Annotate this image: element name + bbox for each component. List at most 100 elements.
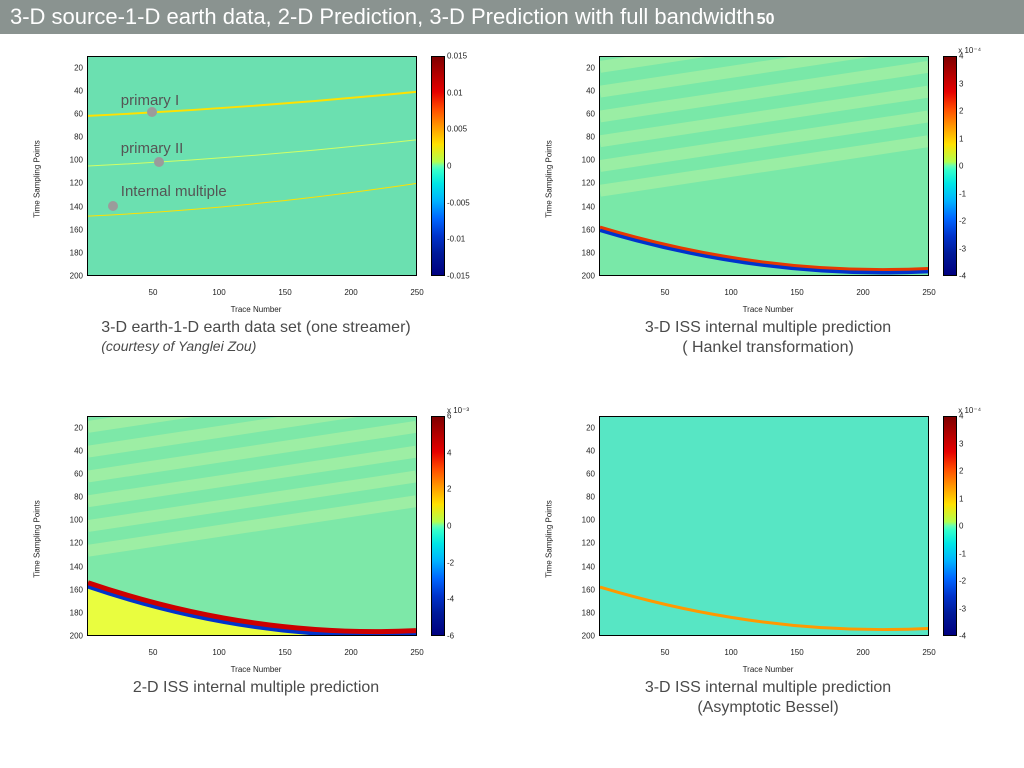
x-axis-label: Trace Number	[231, 305, 282, 314]
y-tick: 160	[70, 225, 83, 234]
panel-p1: Time Sampling PointsTrace Number20406080…	[20, 44, 492, 394]
plot-wrap: Time Sampling PointsTrace Number20406080…	[41, 44, 471, 314]
annotation-dot	[154, 157, 164, 167]
x-tick: 50	[149, 288, 158, 297]
y-tick: 80	[586, 493, 595, 502]
colorbar-tick: 2	[959, 467, 963, 476]
y-tick: 60	[74, 109, 83, 118]
y-tick: 40	[586, 86, 595, 95]
y-tick: 60	[586, 469, 595, 478]
y-tick: 100	[70, 156, 83, 165]
panel-caption: 3-D ISS internal multiple prediction( Ha…	[645, 318, 891, 358]
y-axis-label: Time Sampling Points	[33, 500, 42, 578]
y-tick: 140	[582, 202, 595, 211]
slide-title: 3-D source-1-D earth data, 2-D Predictio…	[10, 4, 755, 30]
annotation-dot	[108, 201, 118, 211]
caption-line1: 3-D ISS internal multiple prediction	[645, 318, 891, 338]
colorbar-tick: -0.01	[447, 235, 465, 244]
colorbar-tick: 3	[959, 439, 963, 448]
y-axis-label: Time Sampling Points	[545, 140, 554, 218]
y-tick: 180	[70, 608, 83, 617]
title-bar: 3-D source-1-D earth data, 2-D Predictio…	[0, 0, 1024, 34]
y-tick: 40	[586, 446, 595, 455]
colorbar-tick: 0	[959, 522, 963, 531]
y-tick: 20	[586, 423, 595, 432]
y-tick: 80	[586, 133, 595, 142]
x-axis-label: Trace Number	[743, 305, 794, 314]
colorbar-ticks: 43210-1-2-3-4	[959, 416, 983, 636]
x-ticks: 50100150200250	[599, 648, 929, 660]
colorbar-tick: 0.005	[447, 125, 467, 134]
panel-p4: Time Sampling PointsTrace Number20406080…	[532, 404, 1004, 754]
x-tick: 100	[724, 648, 737, 657]
y-tick: 140	[70, 562, 83, 571]
x-tick: 150	[790, 288, 803, 297]
colorbar-tick: 1	[959, 134, 963, 143]
x-tick: 250	[922, 648, 935, 657]
y-tick: 180	[582, 248, 595, 257]
x-tick: 200	[344, 648, 357, 657]
plot-wrap: Time Sampling PointsTrace Number20406080…	[553, 44, 983, 314]
plot-svg	[600, 417, 928, 635]
x-tick: 150	[278, 648, 291, 657]
y-tick: 120	[70, 179, 83, 188]
colorbar-tick: -1	[959, 189, 966, 198]
panel-p2: Time Sampling PointsTrace Number20406080…	[532, 44, 1004, 394]
colorbar-exponent: x 10⁻⁴	[958, 46, 981, 55]
colorbar-exponent: x 10⁻³	[447, 406, 469, 415]
y-tick: 160	[70, 585, 83, 594]
colorbar-ticks: 6420-2-4-6	[447, 416, 471, 636]
y-tick: 60	[586, 109, 595, 118]
x-ticks: 50100150200250	[87, 288, 417, 300]
x-tick: 50	[661, 288, 670, 297]
y-tick: 180	[582, 608, 595, 617]
y-ticks: 20406080100120140160180200	[579, 56, 597, 276]
caption-line1: 3-D ISS internal multiple prediction	[645, 678, 891, 698]
x-axis-label: Trace Number	[231, 665, 282, 674]
panel-grid: Time Sampling PointsTrace Number20406080…	[0, 34, 1024, 754]
x-tick: 200	[856, 648, 869, 657]
colorbar-tick: -2	[959, 577, 966, 586]
plot-wrap: Time Sampling PointsTrace Number20406080…	[553, 404, 983, 674]
caption-line2: ( Hankel transformation)	[645, 338, 891, 358]
x-ticks: 50100150200250	[87, 648, 417, 660]
x-tick: 200	[344, 288, 357, 297]
y-tick: 140	[582, 562, 595, 571]
y-tick: 40	[74, 446, 83, 455]
colorbar-tick: 3	[959, 79, 963, 88]
plot-svg	[88, 57, 416, 275]
colorbar-tick: -4	[959, 272, 966, 281]
colorbar-tick: 0	[447, 162, 451, 171]
x-tick: 50	[661, 648, 670, 657]
y-tick: 160	[582, 585, 595, 594]
colorbar-tick: -0.005	[447, 198, 470, 207]
panel-caption: 2-D ISS internal multiple prediction	[133, 678, 379, 698]
colorbar-tick: 2	[447, 485, 451, 494]
y-ticks: 20406080100120140160180200	[579, 416, 597, 636]
y-tick: 200	[582, 272, 595, 281]
plot-area	[599, 56, 929, 276]
y-tick: 60	[74, 469, 83, 478]
x-tick: 250	[922, 288, 935, 297]
x-tick: 150	[278, 288, 291, 297]
y-tick: 100	[582, 516, 595, 525]
colorbar-tick: 1	[959, 494, 963, 503]
y-tick: 100	[70, 516, 83, 525]
plot-area	[599, 416, 929, 636]
slide-number: 50	[757, 11, 775, 29]
plot-wrap: Time Sampling PointsTrace Number20406080…	[41, 404, 471, 674]
colorbar-tick: -2	[959, 217, 966, 226]
plot-area	[87, 416, 417, 636]
colorbar-tick: 0	[447, 522, 451, 531]
x-ticks: 50100150200250	[599, 288, 929, 300]
plot-area: primary Iprimary IIInternal multiple	[87, 56, 417, 276]
x-tick: 100	[212, 648, 225, 657]
colorbar-ticks: 0.0150.010.0050-0.005-0.01-0.015	[447, 56, 471, 276]
plot-svg	[88, 417, 416, 635]
caption-line1: 3-D earth-1-D earth data set (one stream…	[101, 318, 410, 338]
x-tick: 250	[410, 288, 423, 297]
colorbar-tick: -4	[447, 595, 454, 604]
colorbar-tick: 4	[447, 448, 451, 457]
y-tick: 40	[74, 86, 83, 95]
y-tick: 200	[70, 632, 83, 641]
